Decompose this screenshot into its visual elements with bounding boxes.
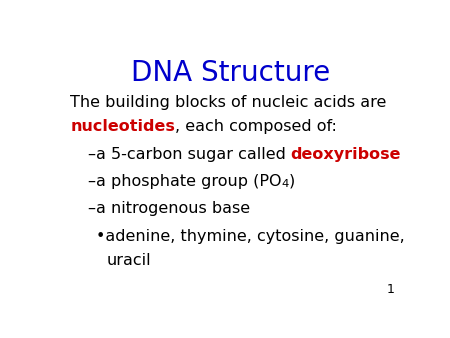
Text: –a 5-carbon sugar called: –a 5-carbon sugar called — [88, 147, 291, 162]
Text: DNA Structure: DNA Structure — [131, 59, 330, 87]
Text: uracil: uracil — [107, 253, 152, 268]
Text: –a phosphate group (PO: –a phosphate group (PO — [88, 174, 281, 189]
Text: –a nitrogenous base: –a nitrogenous base — [88, 201, 250, 216]
Text: nucleotides: nucleotides — [70, 119, 175, 134]
Text: •adenine, thymine, cytosine, guanine,: •adenine, thymine, cytosine, guanine, — [96, 228, 405, 244]
Text: ): ) — [288, 174, 295, 189]
Text: 1: 1 — [387, 283, 395, 296]
Text: deoxyribose: deoxyribose — [291, 147, 401, 162]
Text: The building blocks of nucleic acids are: The building blocks of nucleic acids are — [70, 95, 387, 110]
Text: , each composed of:: , each composed of: — [175, 119, 337, 134]
Text: 4: 4 — [281, 178, 288, 189]
